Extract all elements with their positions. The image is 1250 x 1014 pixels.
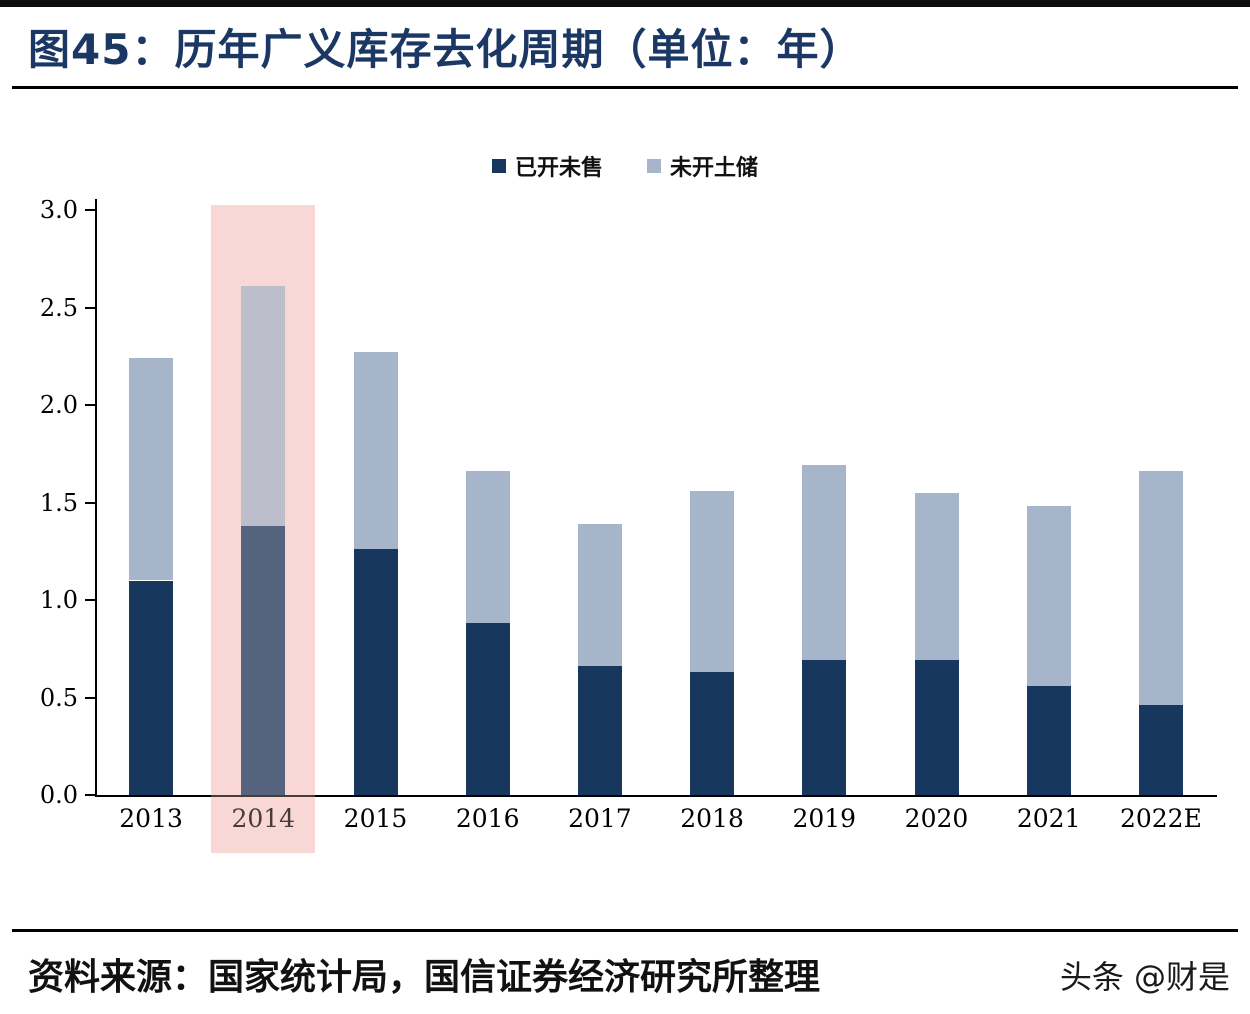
x-axis-line <box>95 795 1217 797</box>
x-axis-label: 2016 <box>455 804 520 833</box>
top-border <box>0 0 1250 7</box>
bar-segment-series-0 <box>353 549 398 795</box>
y-axis-tick-label: 3.0 <box>39 196 78 224</box>
legend-item-undeveloped-land: 未开土储 <box>647 150 758 182</box>
bar-segment-series-1 <box>1138 471 1183 706</box>
y-axis-tick-label: 0.5 <box>39 683 78 712</box>
y-axis-tick-label: 2.5 <box>39 293 78 322</box>
x-axis-label: 2019 <box>792 804 857 833</box>
x-axis-label: 2013 <box>119 804 183 833</box>
bar-segment-series-0 <box>802 660 847 795</box>
x-axis-label: 2020 <box>904 804 969 833</box>
bar-segment-series-1 <box>353 352 398 550</box>
y-axis-tick <box>85 794 95 796</box>
x-axis-label: 2014 <box>231 804 296 833</box>
x-axis-label: 2018 <box>680 804 744 833</box>
bar-segment-series-1 <box>465 471 510 624</box>
bar-segment-series-0 <box>577 666 622 795</box>
bar-segment-series-1 <box>129 358 174 581</box>
bar-segment-series-1 <box>690 490 735 673</box>
y-axis-tick <box>85 404 95 406</box>
bar-segment-series-0 <box>1026 685 1071 795</box>
y-axis-tick <box>85 599 95 601</box>
figure-title: 图45：历年广义库存去化周期（单位：年） <box>28 25 863 74</box>
bar-segment-series-0 <box>465 623 510 795</box>
y-axis-tick-label: 1.0 <box>39 586 78 614</box>
y-axis-line <box>95 199 97 797</box>
y-axis-tick-label: 2.0 <box>39 391 78 419</box>
bar-segment-series-0 <box>241 525 286 795</box>
footer-divider <box>12 929 1238 932</box>
legend-swatch-undeveloped-land-icon <box>647 159 661 173</box>
watermark: 头条 @财是 <box>1059 958 1230 996</box>
y-axis-tick-label: 1.5 <box>39 488 78 517</box>
bar-segment-series-1 <box>914 492 959 661</box>
y-axis-tick <box>85 209 95 211</box>
x-axis-label: 2015 <box>343 804 408 833</box>
bar-segment-series-0 <box>914 660 959 795</box>
bar-segment-series-1 <box>241 286 286 526</box>
x-axis-label: 2022E <box>1119 804 1202 833</box>
bar-segment-series-1 <box>577 523 622 667</box>
title-divider <box>12 86 1238 89</box>
y-axis-tick <box>85 306 95 309</box>
bar-segment-series-0 <box>690 672 735 795</box>
bar-segment-series-0 <box>129 580 174 795</box>
source-note: 资料来源：国家统计局，国信证券经济研究所整理 <box>28 957 821 998</box>
chart-legend: 已开未售 未开土储 <box>0 150 1250 182</box>
x-axis-label: 2017 <box>568 804 632 833</box>
x-axis-label: 2021 <box>1016 804 1081 833</box>
y-axis-tick <box>85 501 95 504</box>
bar-segment-series-1 <box>802 465 847 661</box>
legend-label-open-unsold: 已开未售 <box>514 155 603 181</box>
bar-segment-series-0 <box>1138 705 1183 795</box>
legend-item-open-unsold: 已开未售 <box>491 150 603 182</box>
bar-segment-series-1 <box>1026 506 1071 686</box>
y-axis-tick-label: 0.0 <box>39 781 78 809</box>
y-axis-tick <box>85 696 95 699</box>
legend-swatch-open-unsold-icon <box>491 159 506 173</box>
legend-label-undeveloped-land: 未开土储 <box>670 155 759 181</box>
